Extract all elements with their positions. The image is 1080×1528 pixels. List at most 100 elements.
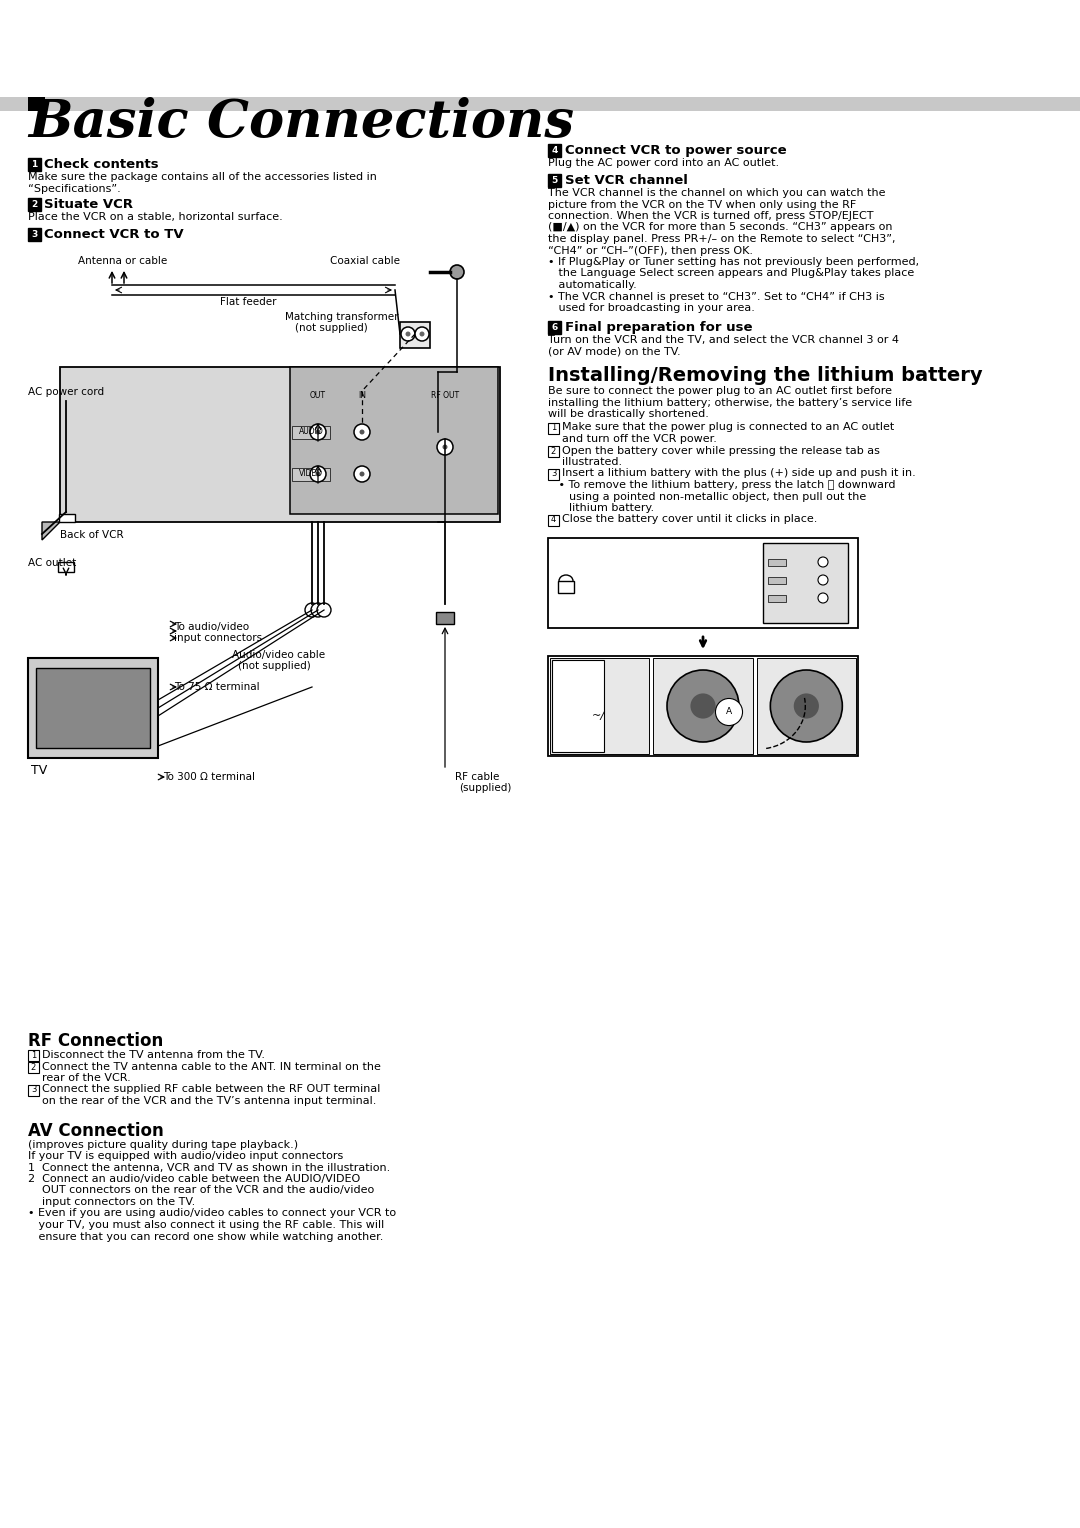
Text: 2: 2	[551, 446, 556, 455]
Circle shape	[818, 593, 828, 604]
Bar	[0, 96, 1080, 112]
Circle shape	[450, 264, 464, 280]
Text: lithium battery.: lithium battery.	[548, 503, 654, 513]
Text: input connectors on the TV.: input connectors on the TV.	[28, 1196, 195, 1207]
Text: To 75 Ω terminal: To 75 Ω terminal	[174, 681, 259, 692]
Bar	[548, 515, 559, 526]
Text: Close the battery cover until it clicks in place.: Close the battery cover until it clicks …	[562, 515, 818, 524]
Text: rear of the VCR.: rear of the VCR.	[28, 1073, 131, 1083]
Text: To audio/video: To audio/video	[174, 622, 249, 633]
Text: Connect VCR to power source: Connect VCR to power source	[565, 144, 786, 157]
Circle shape	[405, 332, 410, 336]
Text: AC power cord: AC power cord	[28, 387, 104, 397]
Bar	[548, 469, 559, 480]
Text: Make sure the package contains all of the accessories listed in: Make sure the package contains all of th…	[28, 173, 377, 182]
Text: Back of VCR: Back of VCR	[60, 530, 123, 539]
Text: Place the VCR on a stable, horizontal surface.: Place the VCR on a stable, horizontal su…	[28, 212, 283, 222]
Text: automatically.: automatically.	[548, 280, 637, 290]
Text: Insert a lithium battery with the plus (+) side up and push it in.: Insert a lithium battery with the plus (…	[562, 469, 916, 478]
Bar	[292, 426, 330, 439]
Circle shape	[360, 472, 365, 477]
Text: using a pointed non-metallic object, then pull out the: using a pointed non-metallic object, the…	[548, 492, 866, 501]
Text: If your TV is equipped with audio/video input connectors: If your TV is equipped with audio/video …	[28, 1151, 343, 1161]
Text: will be drastically shortened.: will be drastically shortened.	[548, 410, 708, 419]
Text: 1: 1	[551, 423, 556, 432]
Text: Disconnect the TV antenna from the TV.: Disconnect the TV antenna from the TV.	[42, 1050, 265, 1060]
Text: input connectors: input connectors	[174, 633, 262, 643]
Bar	[768, 559, 786, 565]
Text: A: A	[726, 707, 732, 717]
Text: (supplied): (supplied)	[459, 782, 511, 793]
Circle shape	[667, 669, 739, 743]
Bar	[28, 1062, 39, 1073]
Text: OUT: OUT	[310, 391, 326, 400]
Text: (■/▲) on the VCR for more than 5 seconds. “CH3” appears on: (■/▲) on the VCR for more than 5 seconds…	[548, 223, 892, 232]
Bar	[550, 659, 649, 753]
Text: Situate VCR: Situate VCR	[44, 199, 133, 211]
Bar	[400, 322, 430, 348]
Bar	[548, 538, 858, 628]
Text: (improves picture quality during tape playback.): (improves picture quality during tape pl…	[28, 1140, 298, 1149]
Bar	[28, 199, 41, 211]
Text: “CH4” or “CH–”(OFF), then press OK.: “CH4” or “CH–”(OFF), then press OK.	[548, 246, 753, 255]
Text: (or AV mode) on the TV.: (or AV mode) on the TV.	[548, 345, 680, 356]
Text: Connect the supplied RF cable between the RF OUT terminal: Connect the supplied RF cable between th…	[42, 1085, 380, 1094]
Text: AC outlet: AC outlet	[28, 558, 77, 568]
Text: 5: 5	[552, 176, 557, 185]
Circle shape	[415, 327, 429, 341]
Text: Make sure that the power plug is connected to an AC outlet: Make sure that the power plug is connect…	[562, 423, 894, 432]
Bar	[436, 613, 454, 623]
Text: The VCR channel is the channel on which you can watch the: The VCR channel is the channel on which …	[548, 188, 886, 199]
Text: 6: 6	[552, 322, 557, 332]
Polygon shape	[42, 523, 60, 539]
Circle shape	[354, 423, 370, 440]
Text: VIDEO: VIDEO	[299, 469, 323, 478]
Text: 3: 3	[551, 469, 556, 478]
Circle shape	[315, 429, 321, 434]
Text: TV: TV	[31, 764, 48, 778]
Text: Connect VCR to TV: Connect VCR to TV	[44, 228, 184, 241]
Text: 4: 4	[551, 147, 557, 154]
Bar	[552, 660, 604, 752]
Text: 3: 3	[31, 231, 38, 238]
Text: 1: 1	[31, 1051, 36, 1060]
Bar	[59, 513, 75, 523]
Text: RF Connection: RF Connection	[28, 1031, 163, 1050]
Text: Final preparation for use: Final preparation for use	[565, 321, 753, 333]
Circle shape	[770, 669, 842, 743]
Bar	[768, 578, 786, 584]
Text: picture from the VCR on the TV when only using the RF: picture from the VCR on the TV when only…	[548, 200, 856, 209]
Text: Turn on the VCR and the TV, and select the VCR channel 3 or 4: Turn on the VCR and the TV, and select t…	[548, 335, 899, 344]
Text: the Language Select screen appears and Plug&Play takes place: the Language Select screen appears and P…	[548, 269, 915, 278]
Bar	[60, 367, 500, 523]
Bar	[762, 542, 848, 623]
Bar	[28, 157, 41, 171]
Text: 1: 1	[31, 160, 38, 170]
Text: AUDIO: AUDIO	[299, 428, 323, 437]
Text: (not supplied): (not supplied)	[238, 662, 311, 671]
Bar	[58, 562, 75, 571]
Text: AV Connection: AV Connection	[28, 1122, 164, 1140]
Bar	[548, 174, 561, 186]
Circle shape	[818, 558, 828, 567]
Text: Coaxial cable: Coaxial cable	[330, 257, 400, 266]
Text: • The VCR channel is preset to “CH3”. Set to “CH4” if CH3 is: • The VCR channel is preset to “CH3”. Se…	[548, 292, 885, 301]
Text: Be sure to connect the power plug to an AC outlet first before: Be sure to connect the power plug to an …	[548, 387, 892, 396]
Circle shape	[305, 604, 319, 617]
Text: 1  Connect the antenna, VCR and TV as shown in the illustration.: 1 Connect the antenna, VCR and TV as sho…	[28, 1163, 390, 1172]
Text: Audio/video cable: Audio/video cable	[232, 649, 325, 660]
Text: 3: 3	[31, 1085, 37, 1094]
Circle shape	[818, 575, 828, 585]
Circle shape	[419, 332, 424, 336]
Circle shape	[690, 694, 716, 718]
Text: the display panel. Press PR+/– on the Remote to select “CH3”,: the display panel. Press PR+/– on the Re…	[548, 234, 895, 244]
Text: used for broadcasting in your area.: used for broadcasting in your area.	[548, 303, 755, 313]
Circle shape	[360, 429, 365, 434]
Text: Plug the AC power cord into an AC outlet.: Plug the AC power cord into an AC outlet…	[548, 157, 779, 168]
Text: your TV, you must also connect it using the RF cable. This will: your TV, you must also connect it using …	[28, 1219, 384, 1230]
Text: Basic Connections: Basic Connections	[28, 96, 575, 148]
Text: installing the lithium battery; otherwise, the battery’s service life: installing the lithium battery; otherwis…	[548, 397, 913, 408]
Circle shape	[443, 445, 447, 449]
Text: Set VCR channel: Set VCR channel	[565, 174, 688, 186]
Bar	[757, 659, 856, 753]
